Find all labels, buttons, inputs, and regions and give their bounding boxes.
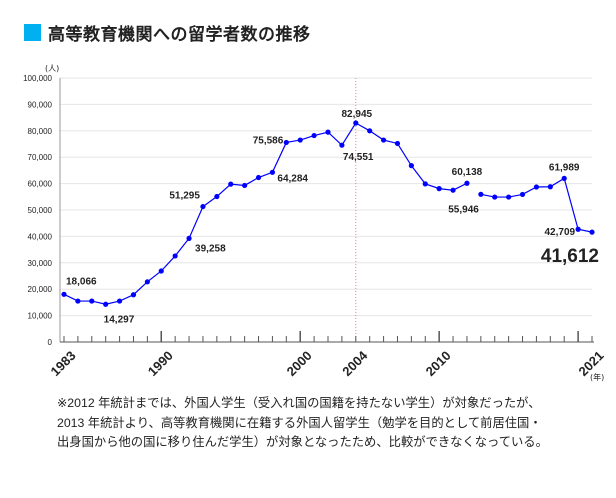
data-point-1983 xyxy=(61,291,67,297)
data-point-1990 xyxy=(158,268,164,274)
data-point-2005 xyxy=(367,128,373,134)
x-axis-unit: (年) xyxy=(590,372,604,382)
data-point-2015 xyxy=(506,194,512,200)
y-tick-label: 40,000 xyxy=(28,232,53,241)
y-tick-label: 70,000 xyxy=(28,153,53,162)
data-point-1998 xyxy=(269,169,276,175)
data-point-1996 xyxy=(242,182,248,189)
data-point-2021 xyxy=(589,229,595,235)
footnote: ※2012 年統計までは、外国人学生（受入れ国の国籍を持たない学生）が対象だった… xyxy=(57,394,548,453)
y-tick-label: 50,000 xyxy=(28,206,53,215)
data-point-1992 xyxy=(186,235,192,241)
title-marker-icon xyxy=(24,24,41,41)
data-point-1995 xyxy=(228,181,234,187)
x-tick-label-1990: 1990 xyxy=(145,348,176,379)
data-point-1991 xyxy=(172,253,178,259)
x-tick-label-1983: 1983 xyxy=(47,348,78,379)
y-tick-label: 30,000 xyxy=(28,259,53,268)
data-point-2002 xyxy=(325,129,331,135)
data-point-1984 xyxy=(75,298,81,304)
data-point-2007 xyxy=(394,140,401,147)
y-tick-label: 60,000 xyxy=(28,180,53,189)
data-point-2000 xyxy=(297,137,303,143)
data-point-2001 xyxy=(311,132,317,139)
data-point-2016 xyxy=(519,191,526,198)
data-point-1999 xyxy=(283,139,289,146)
x-tick-label-2004: 2004 xyxy=(339,347,371,379)
data-label-2012: 60,138 xyxy=(452,167,483,178)
x-tick-label-2000: 2000 xyxy=(284,348,315,379)
data-label-1993: 51,295 xyxy=(169,191,200,202)
data-label-2003: 74,551 xyxy=(343,152,374,163)
data-label-2013: 55,946 xyxy=(448,204,479,215)
data-point-2003 xyxy=(339,142,345,148)
y-axis-unit: (人) xyxy=(45,64,59,73)
footnote-line: 2013 年統計より、高等教育機関に在籍する外国人留学生（勉学を目的として前居住… xyxy=(57,415,542,430)
data-point-1988 xyxy=(130,292,137,298)
data-point-1997 xyxy=(255,174,262,181)
data-point-2009 xyxy=(422,181,428,187)
data-point-1985 xyxy=(89,298,95,304)
series-line xyxy=(63,122,468,305)
data-label-1998: 64,284 xyxy=(277,173,308,184)
data-point-2019 xyxy=(561,175,567,181)
data-label-1992: 39,258 xyxy=(195,243,226,254)
data-point-2013 xyxy=(478,191,484,197)
y-tick-label: 100,000 xyxy=(23,74,52,83)
y-tick-label: 90,000 xyxy=(28,100,53,109)
line-chart: 0 10,000 20,000 30,000 40,000 50,000 60,000 70,… xyxy=(23,64,606,382)
data-label-2020: 42,709 xyxy=(545,227,576,238)
y-tick-label: 80,000 xyxy=(28,127,53,136)
data-point-2011 xyxy=(450,187,456,193)
data-label-2004: 82,945 xyxy=(341,109,372,120)
footnote-line: 出身国から他の国に移り住んだ学生）が対象となったため、比較ができなくなっている。 xyxy=(57,435,548,449)
data-point-1986 xyxy=(103,301,109,307)
data-label-2019: 61,989 xyxy=(549,162,580,173)
data-point-2017 xyxy=(533,184,540,190)
chart-title: 高等教育機関への留学者数の推移 xyxy=(24,20,311,45)
data-point-2018 xyxy=(547,184,553,190)
data-point-2010 xyxy=(436,186,442,192)
y-tick-label: 20,000 xyxy=(28,285,53,294)
data-point-2004 xyxy=(353,120,359,126)
data-point-2012 xyxy=(464,180,470,186)
data-label-1986: 14,297 xyxy=(104,314,135,325)
data-point-1994 xyxy=(214,193,220,200)
data-label-2021: 41,612 xyxy=(541,246,599,267)
y-tick-label: 10,000 xyxy=(28,312,53,321)
data-label-1983: 18,066 xyxy=(66,276,97,287)
data-label-1999: 75,586 xyxy=(253,135,284,146)
data-point-2008 xyxy=(408,163,414,169)
chart-title-text: 高等教育機関への留学者数の推移 xyxy=(48,25,311,45)
data-point-2014 xyxy=(492,194,498,200)
x-tick-label-2010: 2010 xyxy=(423,348,454,379)
data-point-2006 xyxy=(380,137,387,143)
data-point-1987 xyxy=(116,298,123,304)
y-tick-label: 0 xyxy=(48,338,53,347)
data-point-1989 xyxy=(144,279,150,285)
data-point-2020 xyxy=(575,226,581,232)
data-point-1993 xyxy=(200,203,206,210)
footnote-line: ※2012 年統計までは、外国人学生（受入れ国の国籍を持たない学生）が対象だった… xyxy=(57,396,541,410)
